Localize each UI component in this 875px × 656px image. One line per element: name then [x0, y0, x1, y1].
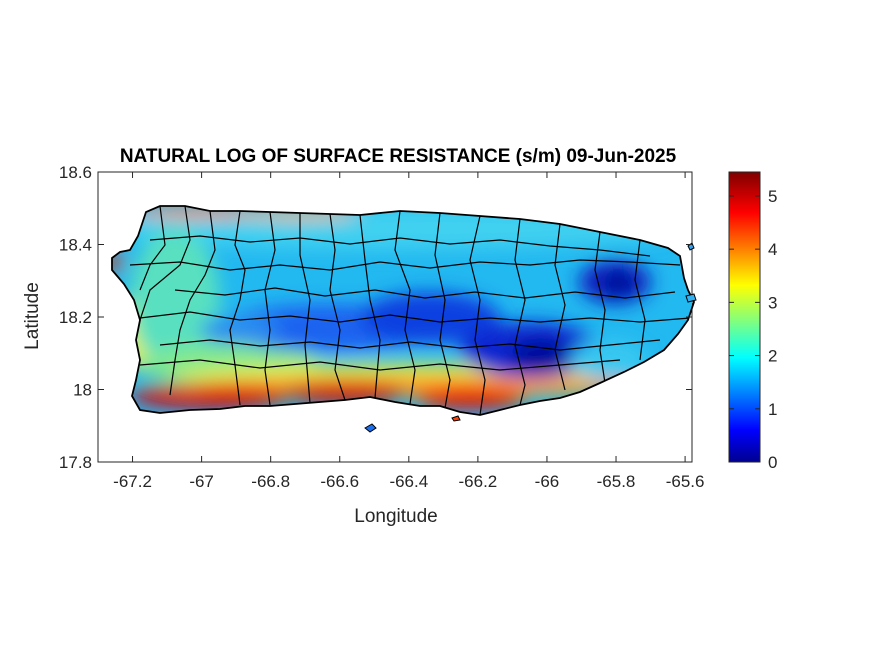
municipality-boundaries [129, 206, 691, 415]
boundary-line [169, 210, 216, 396]
colorbar: 0 1 2 3 4 5 [728, 171, 777, 472]
colorbar-tick-label: 5 [768, 187, 777, 206]
chart-title: NATURAL LOG OF SURFACE RESISTANCE (s/m) … [120, 146, 677, 167]
boundary-line [514, 218, 526, 406]
colorbar-tick-label: 0 [768, 453, 777, 472]
field-east-blue-core [510, 339, 570, 371]
x-axis-label: Longitude [354, 506, 437, 527]
colorbar-tick-label: 2 [768, 347, 777, 366]
boundary-line [174, 287, 676, 299]
boundary-line [359, 214, 381, 399]
y-axis-label: Latitude [22, 282, 43, 350]
boundary-line [139, 359, 621, 371]
island-outline [111, 205, 695, 416]
x-axis-ticks: -67.2 -67 -66.8 -66.6 -66.4 -66.2 -66 -65.8 -65.… [113, 172, 704, 491]
x-tick-label: -66.2 [459, 472, 498, 491]
colorbar-gradient [728, 171, 761, 463]
boundary-line [159, 339, 661, 351]
boundary-line [394, 210, 416, 405]
plot-area [97, 171, 697, 463]
boundary-line [634, 239, 646, 361]
y-tick-label: 18.4 [59, 236, 92, 255]
x-tick-label: -67.2 [113, 472, 152, 491]
y-tick-label: 18.6 [59, 163, 92, 182]
field-west-interior [200, 316, 280, 344]
y-tick-label: 17.8 [59, 453, 92, 472]
small-island-east-2 [685, 293, 697, 303]
field-northeast-core [603, 272, 633, 294]
boundary-line [149, 235, 651, 257]
boundary-line [434, 212, 451, 409]
field-central-blue [360, 292, 500, 344]
x-tick-label: -67 [189, 472, 214, 491]
field-south-red-east [415, 387, 525, 409]
boundary-line [264, 211, 276, 406]
colorbar-tick-label: 3 [768, 293, 777, 312]
x-tick-label: -65.8 [597, 472, 636, 491]
y-tick-label: 18 [73, 381, 92, 400]
y-axis-ticks: 17.8 18 18.2 18.4 18.6 [59, 163, 692, 472]
x-tick-label: -66 [535, 472, 560, 491]
colorbar-tick-label: 4 [768, 240, 777, 259]
boundary-line [299, 213, 311, 404]
small-island-caja-de-muertos [364, 423, 377, 433]
x-tick-label: -66.8 [251, 472, 290, 491]
field-south-red-west [130, 384, 290, 408]
boundary-line [139, 206, 191, 321]
boundary-line [469, 215, 486, 415]
boundary-line [554, 223, 566, 391]
field-west-tip-red [112, 252, 122, 272]
boundary-line [139, 311, 691, 323]
small-island-south [451, 415, 461, 422]
boundary-line [129, 259, 681, 271]
colorbar-tick-label: 1 [768, 400, 777, 419]
x-tick-label: -65.6 [666, 472, 705, 491]
x-tick-label: -66.6 [320, 472, 359, 491]
y-tick-label: 18.2 [59, 308, 92, 327]
boundary-line [329, 213, 346, 401]
x-tick-label: -66.4 [389, 472, 428, 491]
colorbar-ticks: 0 1 2 3 4 5 [729, 187, 777, 472]
boundary-line [139, 206, 166, 291]
